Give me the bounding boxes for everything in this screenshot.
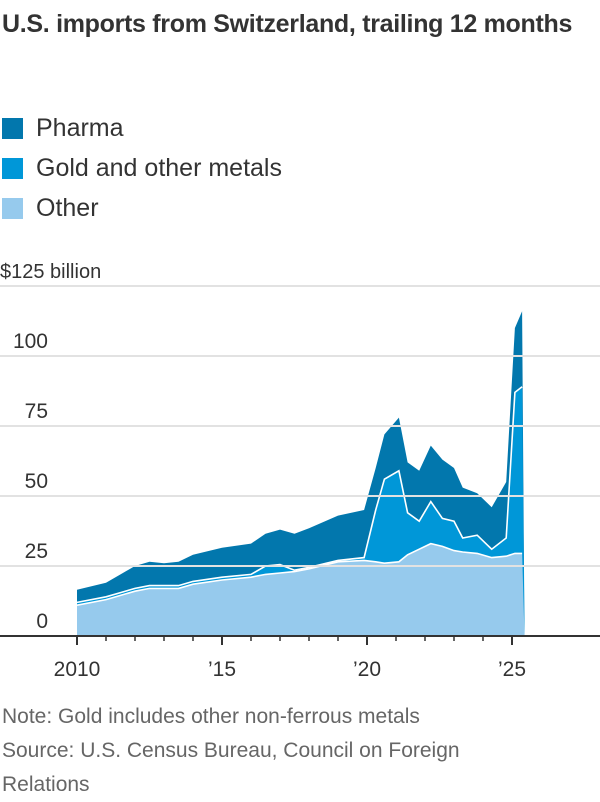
legend-item-gold: Gold and other metals (2, 148, 282, 188)
boundary-lines (76, 386, 523, 606)
y-tick-label-125: $125 billion (0, 261, 101, 283)
x-tick-label-2020: ’20 (353, 658, 381, 680)
stacked-area-chart: 0 25 50 75 100 $125 billion 2010 ’15 ’20 ’25 (0, 261, 600, 680)
boundary-line-other (76, 542, 523, 606)
legend-swatch-gold (2, 157, 23, 179)
x-tick-label-2010: 2010 (54, 658, 101, 680)
chart-note: Note: Gold includes other non-ferrous me… (2, 705, 420, 728)
gridlines (0, 285, 600, 567)
legend-label-other: Other (36, 193, 99, 222)
y-tick-label-75: 75 (25, 400, 48, 423)
boundary-line-gold-and-other-metals (76, 386, 523, 604)
legend-label-pharma: Pharma (36, 113, 124, 142)
legend-swatch-pharma (2, 117, 23, 139)
chart-source-line2: Relations (2, 773, 90, 796)
chart-source-line1: Source: U.S. Census Bureau, Council on F… (2, 739, 460, 762)
legend-item-other: Other (2, 188, 282, 228)
x-axis: 2010 ’15 ’20 ’25 (0, 635, 600, 680)
legend-label-gold: Gold and other metals (36, 153, 282, 182)
legend-swatch-other (2, 197, 23, 219)
legend: Pharma Gold and other metals Other (2, 108, 282, 228)
y-tick-label-25: 25 (25, 540, 48, 563)
y-tick-labels: 0 25 50 75 100 $125 billion (0, 261, 101, 633)
y-tick-label-50: 50 (25, 470, 48, 493)
y-tick-label-100: 100 (13, 330, 48, 353)
legend-item-pharma: Pharma (2, 108, 282, 148)
chart-title: U.S. imports from Switzerland, trailing … (2, 10, 573, 38)
x-tick-label-2025: ’25 (498, 658, 526, 680)
x-tick-label-2015: ’15 (208, 658, 236, 680)
y-tick-label-0: 0 (36, 610, 48, 633)
